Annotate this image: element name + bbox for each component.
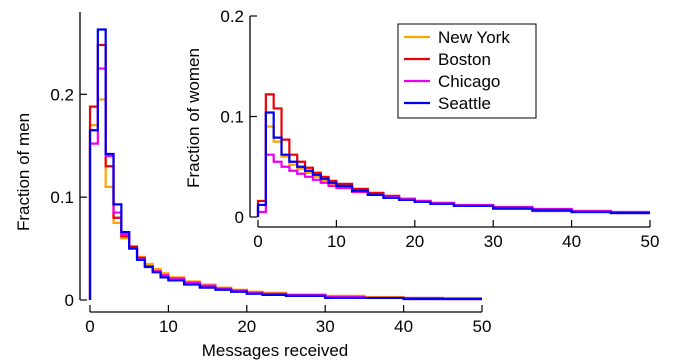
main-x-tick-label: 20 — [237, 317, 256, 336]
inset-y-axis-title: Fraction of women — [184, 48, 203, 188]
main-x-tick-label: 10 — [159, 317, 178, 336]
inset-x-tick-label: 0 — [253, 232, 262, 251]
inset-x-tick-label: 20 — [405, 232, 424, 251]
main-series-group — [88, 28, 482, 301]
main-x-tick-label: 40 — [394, 317, 413, 336]
inset-y-tick-label: 0.2 — [220, 7, 244, 26]
legend: New York Boston Chicago Seattle — [397, 23, 537, 119]
legend-label-chicago: Chicago — [438, 72, 500, 91]
inset-series-chicago — [256, 153, 650, 217]
inset-x-tick-label: 50 — [641, 232, 660, 251]
inset-x-tick-label: 30 — [484, 232, 503, 251]
inset-y-tick-label: 0 — [235, 208, 244, 227]
legend-label-new-york: New York — [438, 28, 510, 47]
inset-x-tick-label: 40 — [562, 232, 581, 251]
main-y-axis-title: Fraction of men — [14, 113, 33, 231]
legend-label-seattle: Seattle — [438, 94, 491, 113]
legend-label-boston: Boston — [438, 50, 491, 69]
inset-x-tick-label: 10 — [327, 232, 346, 251]
inset-ticks-group: 0 10 20 30 40 50 0 0.1 0.2 — [220, 7, 659, 251]
inset-series-group — [256, 93, 650, 217]
main-y-tick-label: 0.1 — [50, 188, 74, 207]
inset-y-tick-label: 0.1 — [220, 108, 244, 127]
main-panel: 0 10 20 30 40 50 0 0.1 0.2 Messages received Fra… — [14, 12, 491, 360]
main-series-seattle — [88, 28, 482, 301]
main-y-tick-label: 0.2 — [50, 85, 74, 104]
main-x-tick-label: 50 — [473, 317, 492, 336]
legend-items: New York Boston Chicago Seattle — [404, 28, 510, 113]
main-x-axis-title: Messages received — [202, 341, 348, 360]
main-x-tick-label: 0 — [85, 317, 94, 336]
inset-series-seattle — [256, 111, 650, 217]
main-x-tick-label: 30 — [316, 317, 335, 336]
main-ticks-group: 0 10 20 30 40 50 0 0.1 0.2 — [50, 85, 491, 336]
inset-panel: 0 10 20 30 40 50 0 0.1 0.2 Fraction of women — [184, 7, 659, 251]
main-series-new-york — [88, 98, 482, 300]
main-y-tick-label: 0 — [65, 291, 74, 310]
